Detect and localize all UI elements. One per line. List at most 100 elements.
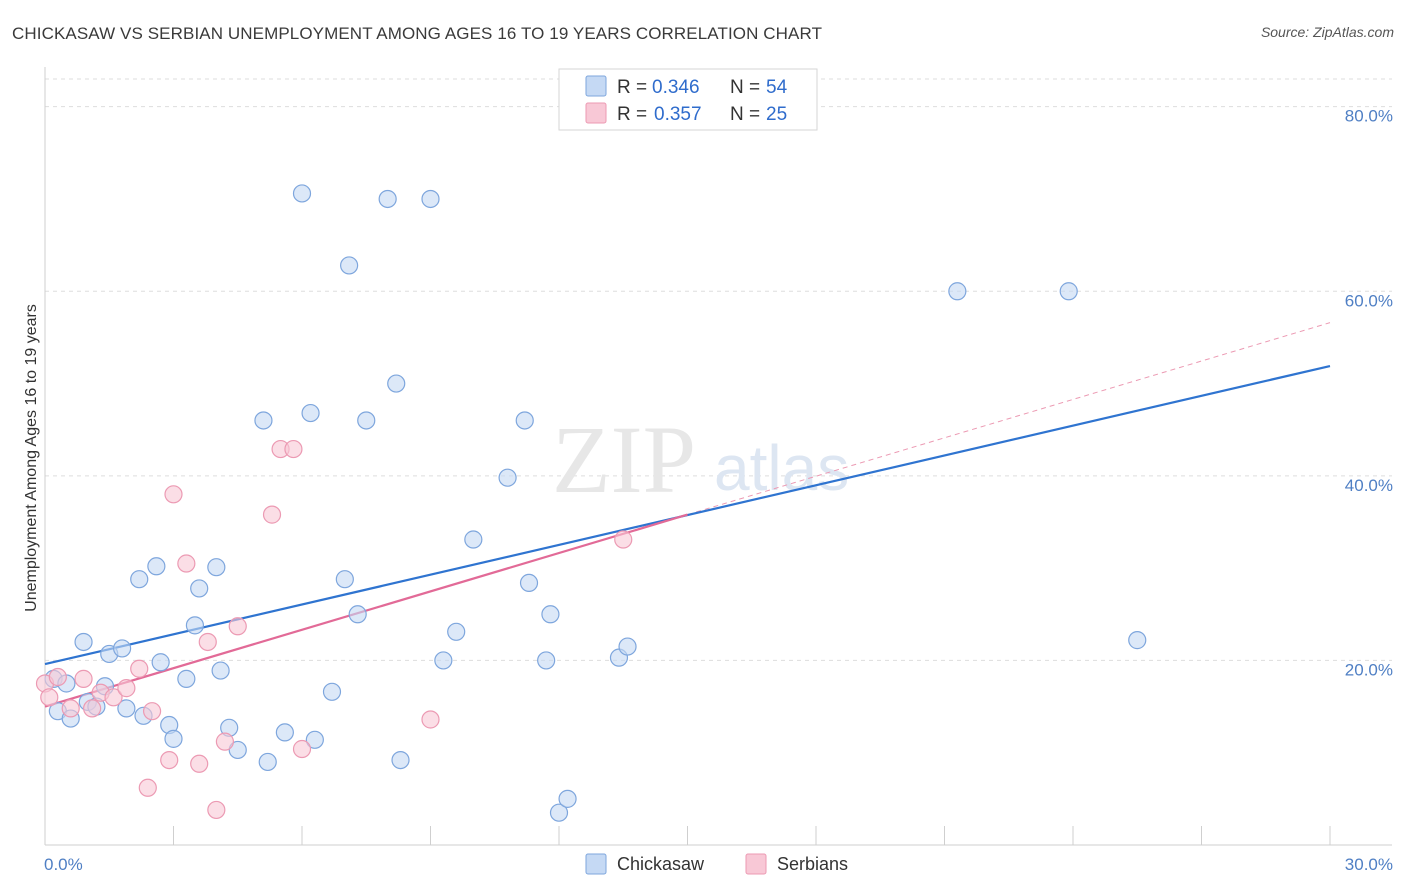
point-chickasaw-4 <box>74 632 93 652</box>
point-chickasaw-25 <box>258 752 277 772</box>
point-chickasaw-34 <box>357 411 376 430</box>
point-serbians-3 <box>61 699 80 718</box>
point-serbians-4 <box>74 669 93 688</box>
point-chickasaw-27 <box>292 184 312 203</box>
watermark-zip: ZIP <box>552 406 696 513</box>
data-points <box>35 184 1147 822</box>
point-serbians-10 <box>138 778 157 797</box>
bottom-legend: Chickasaw Serbians <box>585 853 848 875</box>
bottom-legend-swatch-chickasaw <box>585 853 607 875</box>
point-serbians-15 <box>190 754 209 773</box>
point-serbians-11 <box>142 702 162 721</box>
gridlines <box>45 78 1392 661</box>
point-chickasaw-52 <box>1059 282 1078 301</box>
point-chickasaw-16 <box>164 729 183 748</box>
point-serbians-2 <box>48 667 67 687</box>
legend-n-label-chickasaw: N = <box>730 77 760 98</box>
bottom-legend-swatch-serbians <box>745 853 767 875</box>
point-serbians-9 <box>130 659 149 678</box>
point-chickasaw-30 <box>322 682 342 701</box>
point-serbians-1 <box>40 688 59 707</box>
point-chickasaw-33 <box>348 605 367 624</box>
legend-r-value-chickasaw: 0.346 <box>652 77 700 98</box>
watermark-atlas: atlas <box>714 432 849 504</box>
point-serbians-8 <box>117 679 136 698</box>
point-chickasaw-10 <box>117 699 136 718</box>
point-chickasaw-43 <box>515 411 534 430</box>
point-chickasaw-28 <box>301 403 320 423</box>
y-tick-label-40: 40.0% <box>1345 476 1393 495</box>
point-chickasaw-36 <box>387 374 406 393</box>
trend-line-serbians <box>44 513 688 708</box>
point-serbians-23 <box>292 739 312 759</box>
y-tick-label-60: 60.0% <box>1345 291 1393 310</box>
point-chickasaw-37 <box>391 750 410 770</box>
point-chickasaw-45 <box>537 651 556 670</box>
point-chickasaw-32 <box>340 256 359 275</box>
point-serbians-17 <box>207 800 226 820</box>
point-chickasaw-29 <box>305 730 324 749</box>
point-serbians-5 <box>83 699 102 718</box>
point-chickasaw-24 <box>254 411 273 430</box>
point-chickasaw-18 <box>185 616 205 635</box>
point-chickasaw-26 <box>275 723 294 742</box>
trend-lines <box>44 322 1331 708</box>
point-chickasaw-48 <box>558 789 577 808</box>
legend-swatch-serbians <box>585 102 607 124</box>
x-tick-label-0: 0.0% <box>44 855 83 874</box>
point-chickasaw-20 <box>207 558 226 577</box>
y-axis-title: Unemployment Among Ages 16 to 19 years <box>23 304 40 612</box>
point-serbians-20 <box>262 505 282 524</box>
x-tick-label-30: 30.0% <box>1345 855 1393 874</box>
bottom-legend-label-serbians: Serbians <box>777 854 848 874</box>
legend-swatch-chickasaw <box>585 75 607 97</box>
legend-n-value-chickasaw: 54 <box>766 77 788 98</box>
point-serbians-16 <box>198 632 217 652</box>
chart-title: CHICKASAW VS SERBIAN UNEMPLOYMENT AMONG … <box>12 24 823 43</box>
bottom-legend-label-chickasaw: Chickasaw <box>617 854 705 874</box>
legend-n-value-serbians: 25 <box>766 104 787 125</box>
source-credit: Source: ZipAtlas.com <box>1260 24 1394 40</box>
point-serbians-12 <box>160 750 179 770</box>
point-chickasaw-19 <box>190 579 209 598</box>
point-serbians-19 <box>228 617 247 636</box>
trend-extension-serbians <box>687 322 1331 516</box>
point-chickasaw-35 <box>378 189 397 209</box>
y-tick-label-80: 80.0% <box>1345 107 1393 126</box>
tick-labels: 20.0% 40.0% 60.0% 80.0% 0.0% 30.0% <box>44 107 1393 874</box>
point-chickasaw-23 <box>228 740 247 760</box>
point-chickasaw-47 <box>549 803 569 822</box>
point-chickasaw-17 <box>177 669 196 688</box>
point-chickasaw-13 <box>147 557 166 576</box>
point-serbians-13 <box>164 485 183 504</box>
point-serbians-14 <box>177 554 196 573</box>
legend-r-value-serbians: 0.357 <box>654 104 702 125</box>
point-serbians-24 <box>421 710 440 729</box>
point-chickasaw-39 <box>434 651 453 670</box>
point-chickasaw-46 <box>541 605 560 624</box>
point-chickasaw-31 <box>335 570 354 589</box>
point-chickasaw-41 <box>464 530 483 549</box>
point-chickasaw-38 <box>421 189 440 209</box>
legend-r-label-chickasaw: R = <box>617 77 647 98</box>
y-tick-label-20: 20.0% <box>1345 660 1393 679</box>
point-serbians-25 <box>614 530 633 549</box>
point-chickasaw-44 <box>519 573 539 592</box>
point-chickasaw-21 <box>211 661 230 680</box>
point-chickasaw-51 <box>948 282 967 301</box>
point-serbians-7 <box>104 688 123 707</box>
legend-box: R = 0.346 N = 54 R = 0.357 N = 25 <box>558 68 818 131</box>
point-serbians-18 <box>215 732 234 751</box>
point-serbians-22 <box>284 439 303 459</box>
point-chickasaw-14 <box>151 653 170 672</box>
point-chickasaw-53 <box>1128 631 1147 650</box>
point-chickasaw-8 <box>112 639 132 658</box>
point-chickasaw-40 <box>447 622 466 641</box>
legend-n-label-serbians: N = <box>730 104 760 125</box>
point-chickasaw-11 <box>130 570 149 589</box>
axes <box>44 67 1392 846</box>
legend-r-label-serbians: R = <box>617 104 647 125</box>
point-chickasaw-42 <box>498 468 517 487</box>
point-chickasaw-50 <box>618 637 637 656</box>
